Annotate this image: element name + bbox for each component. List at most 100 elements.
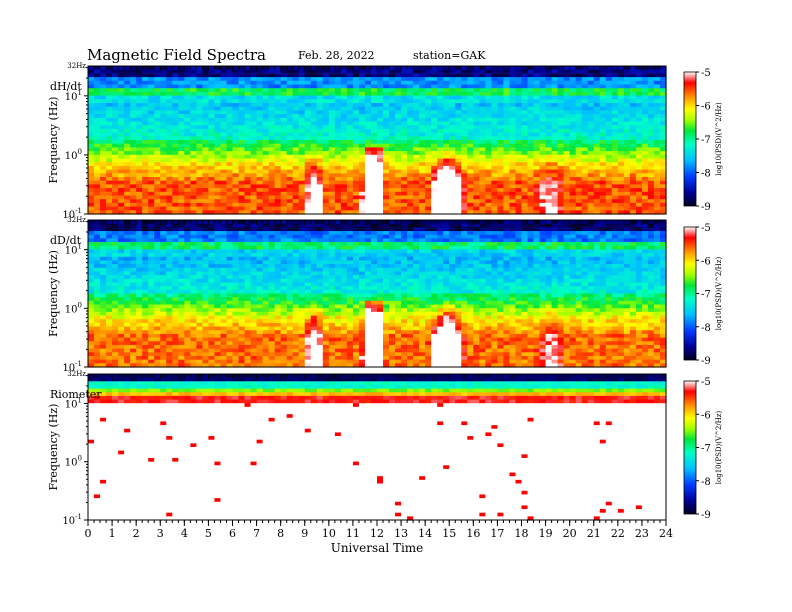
- heatmap-cell: [202, 245, 210, 250]
- heatmap-cell: [130, 242, 137, 247]
- heatmap-cell: [136, 322, 143, 328]
- heatmap-cell: [136, 352, 143, 357]
- heatmap-cell: [419, 173, 426, 178]
- heatmap-cell: [629, 184, 637, 189]
- heatmap-cell: [196, 231, 203, 236]
- heatmap-cell: [575, 154, 583, 160]
- heatmap-cell: [473, 154, 480, 160]
- heatmap-cell: [461, 154, 468, 160]
- heatmap-cell: [226, 234, 234, 239]
- heatmap-cell: [467, 143, 474, 148]
- heatmap-cell: [593, 162, 601, 167]
- heatmap-cell: [226, 117, 234, 123]
- heatmap-cell: [196, 256, 203, 262]
- heatmap-cell: [557, 106, 565, 111]
- heatmap-cell: [286, 184, 294, 189]
- heatmap-cell: [238, 88, 246, 93]
- heatmap-cell: [250, 69, 258, 74]
- heatmap-cell: [587, 73, 595, 78]
- heatmap-cell: [214, 173, 222, 178]
- heatmap-cell: [100, 88, 107, 93]
- heatmap-cell: [298, 110, 306, 115]
- heatmap-cell: [100, 121, 107, 126]
- heatmap-cell: [136, 99, 143, 104]
- heatmap-cell: [106, 311, 113, 317]
- heatmap-cell: [220, 184, 228, 189]
- heatmap-cell: [322, 114, 330, 119]
- heatmap-cell: [208, 103, 216, 108]
- heatmap-cell: [521, 169, 529, 174]
- heatmap-cell: [449, 191, 456, 197]
- heatmap-cell: [431, 173, 438, 178]
- heatmap-cell: [623, 91, 631, 97]
- heatmap-cell: [298, 206, 306, 211]
- heatmap-cell: [551, 202, 559, 208]
- heatmap-cell: [364, 95, 372, 100]
- heatmap-cell: [172, 184, 179, 189]
- heatmap-cell: [425, 184, 432, 189]
- heatmap-cell: [635, 177, 643, 182]
- heatmap-cell: [449, 132, 456, 137]
- heatmap-cell: [220, 333, 228, 339]
- heatmap-cell: [220, 363, 228, 368]
- heatmap-cell: [563, 99, 571, 104]
- heatmap-cell: [575, 114, 583, 119]
- heatmap-cell: [274, 173, 282, 178]
- heatmap-cell: [653, 84, 661, 89]
- heatmap-cell: [124, 117, 131, 123]
- heatmap-cell: [575, 143, 583, 148]
- heatmap-cell: [124, 297, 131, 302]
- heatmap-cell: [118, 293, 125, 298]
- heatmap-cell: [184, 348, 191, 353]
- heatmap-cell: [503, 188, 511, 193]
- heatmap-cell: [202, 227, 210, 232]
- heatmap-cell: [202, 289, 210, 295]
- heatmap-cell: [208, 202, 216, 208]
- heatmap-cell: [226, 125, 234, 130]
- heatmap-cell: [413, 80, 420, 86]
- heatmap-cell: [328, 147, 336, 152]
- heatmap-cell: [491, 177, 499, 182]
- heatmap-cell: [659, 173, 667, 178]
- heatmap-cell: [551, 188, 559, 193]
- heatmap-cell: [377, 210, 384, 215]
- heatmap-cell: [106, 143, 113, 148]
- heatmap-cell: [629, 180, 637, 185]
- heatmap-cell: [437, 136, 444, 141]
- heatmap-cell: [250, 128, 258, 134]
- heatmap-cell: [304, 132, 312, 137]
- heatmap-cell: [545, 173, 553, 178]
- heatmap-cell: [557, 195, 565, 200]
- heatmap-cell: [208, 106, 216, 111]
- heatmap-cell: [370, 162, 378, 167]
- heatmap-cell: [358, 91, 366, 97]
- heatmap-cell: [641, 206, 649, 211]
- heatmap-cell: [455, 136, 462, 141]
- heatmap-cell: [238, 140, 246, 145]
- heatmap-cell: [196, 271, 203, 276]
- heatmap-cell: [545, 165, 553, 171]
- heatmap-cell: [142, 140, 149, 145]
- heatmap-cell: [100, 297, 107, 302]
- heatmap-cell: [274, 114, 282, 119]
- heatmap-cell: [112, 99, 119, 104]
- heatmap-cell: [214, 73, 222, 78]
- heatmap-cell: [238, 165, 246, 171]
- heatmap-cell: [364, 69, 372, 74]
- heatmap-cell: [467, 165, 474, 171]
- heatmap-cell: [617, 77, 625, 82]
- heatmap-cell: [130, 202, 137, 208]
- heatmap-cell: [340, 117, 348, 123]
- heatmap-cell: [443, 140, 450, 145]
- heatmap-cell: [220, 348, 228, 353]
- heatmap-cell: [130, 264, 137, 269]
- heatmap-cell: [232, 220, 240, 225]
- heatmap-cell: [196, 348, 203, 353]
- heatmap-cell: [172, 319, 179, 324]
- heatmap-cell: [364, 184, 372, 189]
- heatmap-cell: [214, 344, 222, 350]
- heatmap-cell: [557, 117, 565, 123]
- heatmap-cell: [563, 69, 571, 74]
- heatmap-cell: [136, 267, 143, 273]
- heatmap-cell: [461, 106, 468, 111]
